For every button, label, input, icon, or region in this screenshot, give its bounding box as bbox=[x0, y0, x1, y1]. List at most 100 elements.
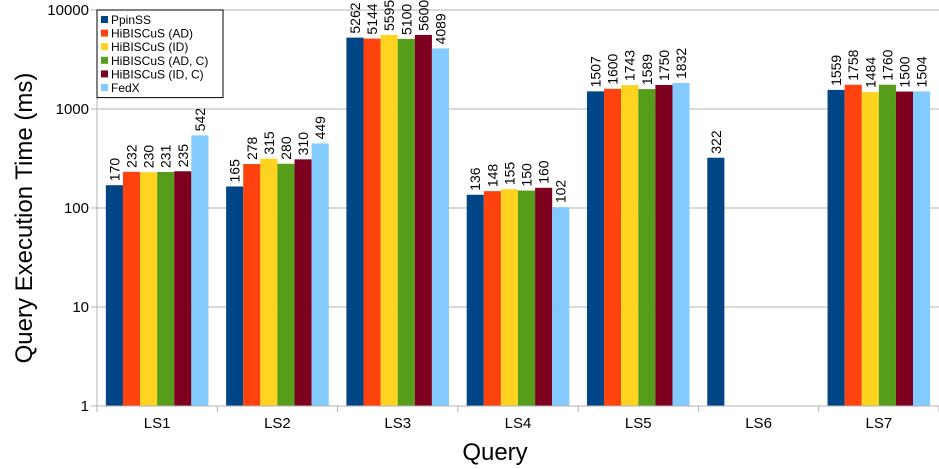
y-tick-label: 1 bbox=[81, 398, 89, 415]
bar-value-label: 5144 bbox=[364, 3, 380, 34]
bar-value-label: 160 bbox=[536, 160, 552, 184]
bar bbox=[140, 172, 158, 406]
legend-label: HiBISCuS (ID) bbox=[111, 40, 188, 54]
bar bbox=[226, 186, 244, 406]
bar bbox=[191, 135, 209, 406]
bar-value-label: 1832 bbox=[673, 48, 689, 79]
y-tick-label: 10000 bbox=[47, 2, 89, 19]
bar bbox=[913, 91, 931, 407]
bar-value-label: 231 bbox=[158, 144, 174, 168]
bar-value-label: 170 bbox=[106, 158, 122, 182]
bar bbox=[844, 84, 862, 406]
legend-swatch bbox=[101, 56, 108, 64]
bar bbox=[277, 163, 295, 406]
y-tick-labels: 1 10 100 1000 10000 bbox=[47, 2, 97, 415]
bar bbox=[483, 191, 501, 406]
y-tick-label: 100 bbox=[64, 200, 89, 217]
bar-value-label: 5100 bbox=[398, 4, 414, 35]
bar-value-label: 1504 bbox=[914, 56, 930, 87]
x-axis-title: Query bbox=[462, 439, 527, 466]
bar bbox=[397, 38, 415, 406]
x-tick-label: LS5 bbox=[625, 415, 652, 432]
bar-value-label: 165 bbox=[227, 159, 243, 183]
bar bbox=[878, 84, 896, 406]
bar-value-label: 235 bbox=[175, 144, 191, 168]
bars bbox=[105, 34, 931, 407]
bar-value-label: 1589 bbox=[639, 54, 655, 85]
legend-swatch bbox=[101, 43, 108, 51]
bar-value-label: 150 bbox=[519, 163, 535, 187]
legend-swatch bbox=[101, 70, 108, 78]
x-tick-label: LS4 bbox=[505, 415, 532, 432]
bar bbox=[672, 82, 690, 407]
x-tick-label: LS2 bbox=[264, 415, 291, 432]
bar-value-label: 449 bbox=[312, 116, 328, 140]
legend-label: HiBISCuS (AD) bbox=[111, 27, 193, 41]
x-tick-label: LS3 bbox=[384, 415, 411, 432]
bar bbox=[518, 190, 536, 406]
x-tick-label: LS6 bbox=[745, 415, 772, 432]
x-tick-labels: LS1 LS2 LS3 LS4 LS5 LS6 LS7 bbox=[96, 406, 939, 432]
bar-value-label: 1559 bbox=[828, 55, 844, 86]
bar-value-label: 230 bbox=[141, 145, 157, 169]
bar bbox=[105, 185, 123, 406]
bar-value-label: 315 bbox=[261, 131, 277, 155]
bar-value-label: 1760 bbox=[879, 49, 895, 80]
bar-value-label: 1758 bbox=[845, 49, 861, 80]
bar bbox=[895, 91, 914, 407]
bar-value-label: 1600 bbox=[605, 53, 621, 84]
bar-value-label: 232 bbox=[123, 144, 139, 168]
legend-label: HiBISCuS (ID, C) bbox=[111, 67, 204, 81]
legend-label: HiBISCuS (AD, C) bbox=[111, 54, 208, 68]
bar bbox=[157, 172, 175, 406]
bar-value-label: 5595 bbox=[381, 0, 397, 31]
bar bbox=[311, 143, 329, 406]
bar-value-label: 1500 bbox=[897, 56, 913, 87]
bar bbox=[655, 84, 673, 406]
bar bbox=[243, 164, 261, 406]
bar bbox=[363, 38, 381, 406]
legend-label: PpinSS bbox=[111, 13, 151, 27]
bar-value-label: 1743 bbox=[622, 50, 638, 81]
legend-swatch bbox=[101, 16, 108, 23]
bar bbox=[294, 159, 312, 406]
bar-value-label: 5600 bbox=[415, 0, 431, 31]
bar bbox=[827, 89, 845, 406]
bar bbox=[500, 189, 518, 406]
bar bbox=[380, 34, 398, 406]
bar bbox=[414, 34, 432, 407]
bar-value-label: 148 bbox=[484, 164, 500, 188]
bar bbox=[122, 171, 141, 406]
bar-value-label: 322 bbox=[708, 130, 724, 154]
bar-value-label: 542 bbox=[192, 108, 208, 132]
bar-value-label: 155 bbox=[501, 162, 517, 186]
bar-value-label: 278 bbox=[244, 136, 260, 160]
bar bbox=[638, 89, 656, 406]
bar-value-label: 1750 bbox=[656, 50, 672, 81]
bar bbox=[174, 171, 192, 406]
bar-value-label: 280 bbox=[278, 136, 294, 160]
legend-box bbox=[96, 9, 224, 99]
bar-value-label: 5262 bbox=[347, 2, 363, 33]
bar bbox=[260, 158, 278, 406]
bar-value-label: 102 bbox=[553, 180, 569, 204]
bar bbox=[535, 187, 553, 406]
bar bbox=[346, 37, 364, 406]
bar bbox=[466, 194, 484, 406]
bar bbox=[586, 91, 605, 406]
bar bbox=[604, 88, 622, 407]
bar bbox=[707, 157, 725, 406]
bar bbox=[861, 92, 879, 406]
x-tick-label: LS1 bbox=[144, 415, 171, 432]
bar-value-label: 136 bbox=[467, 167, 483, 191]
x-tick-label: LS7 bbox=[866, 415, 893, 432]
bar bbox=[431, 48, 450, 407]
bar bbox=[552, 207, 570, 406]
y-tick-label: 1000 bbox=[56, 101, 89, 118]
y-tick-label: 10 bbox=[72, 299, 89, 316]
legend-swatch bbox=[101, 84, 108, 91]
y-axis-title: Query Execution Time (ms) bbox=[11, 73, 38, 364]
